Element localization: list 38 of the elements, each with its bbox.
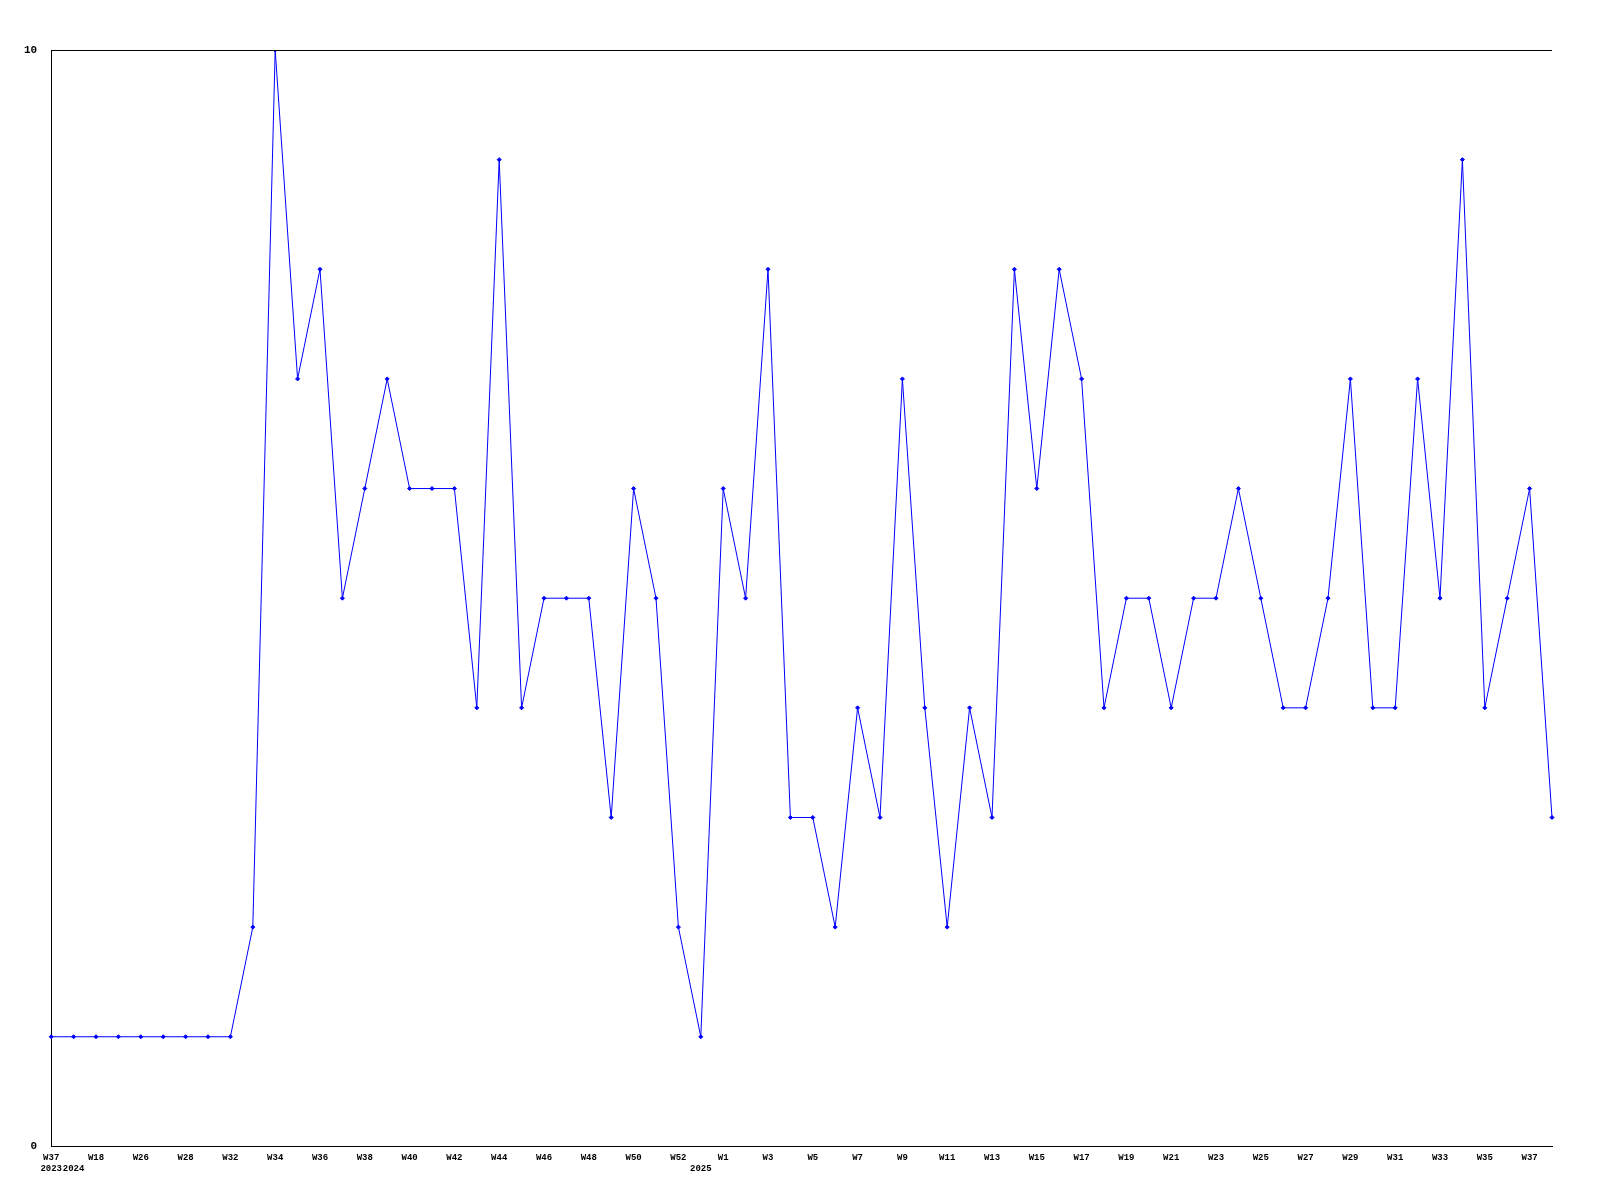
x-tick-label: W48 [580, 1153, 597, 1164]
x-tick-label: W52 [670, 1153, 687, 1164]
x-tick-label: W3 [762, 1153, 774, 1164]
x-tick-label: W37 2023 [40, 1153, 63, 1174]
x-tick-label: W34 [267, 1153, 284, 1164]
x-tick-label: W27 [1297, 1153, 1314, 1164]
x-tick-label: W17 [1073, 1153, 1090, 1164]
x-tick-label: W42 [446, 1153, 463, 1164]
x-tick-label: W21 [1163, 1153, 1180, 1164]
x-tick-label: W50 [625, 1153, 642, 1164]
x-tick-label: W37 [1521, 1153, 1538, 1164]
x-tick-label: W33 [1431, 1153, 1449, 1164]
x-tick-label: W18 [87, 1153, 105, 1164]
x-tick-label: W19 [1118, 1153, 1135, 1164]
x-tick-label: W26 [132, 1153, 149, 1164]
x-tick-label: W29 [1342, 1153, 1359, 1164]
x-tick-label: W5 [807, 1153, 819, 1164]
x-tick-label: W28 [177, 1153, 194, 1164]
x-tick-label: W9 [896, 1153, 908, 1164]
x-tick-label: W32 [222, 1153, 239, 1164]
x-tick-label: W38 [356, 1153, 373, 1164]
x-tick-label: W7 [852, 1153, 864, 1164]
x-tick-label: 2025 [690, 1163, 712, 1174]
x-tick-label: W11 [939, 1153, 956, 1164]
x-tick-label: W15 [1028, 1153, 1045, 1164]
x-tick-label: 2024 [62, 1163, 85, 1174]
x-tick-label: W1 [717, 1153, 730, 1164]
x-tick-label: W35 [1476, 1153, 1493, 1164]
y-tick-label: 10 [24, 43, 38, 56]
x-tick-label: W31 [1387, 1153, 1404, 1164]
y-tick-label: 0 [30, 1140, 38, 1153]
x-tick-label: W25 [1252, 1153, 1269, 1164]
x-tick-label: W40 [401, 1153, 418, 1164]
x-tick-label: W23 [1207, 1153, 1225, 1164]
x-tick-label: W46 [535, 1153, 553, 1164]
x-tick-label: W44 [491, 1153, 508, 1164]
x-tick-label: W13 [983, 1153, 1001, 1164]
x-tick-label: W36 [311, 1153, 329, 1164]
